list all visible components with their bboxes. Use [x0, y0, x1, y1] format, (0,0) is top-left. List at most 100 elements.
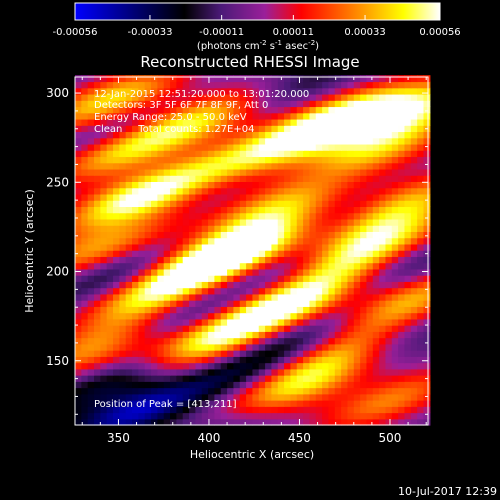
heatmap-cell	[132, 312, 139, 320]
heatmap-cell	[106, 368, 114, 376]
heatmap-cell	[252, 381, 260, 389]
heatmap-cell	[404, 325, 412, 332]
heatmap-cell	[258, 93, 266, 101]
heatmap-cell	[195, 175, 203, 182]
x-tick-label: 500	[379, 431, 402, 445]
heatmap-cell	[138, 368, 146, 376]
heatmap-cell	[258, 81, 266, 89]
heatmap-cell	[290, 225, 298, 232]
heatmap-cell	[246, 106, 254, 114]
heatmap-cell	[163, 156, 171, 164]
heatmap-cell	[328, 175, 336, 182]
heatmap-cell	[290, 262, 298, 270]
heatmap-cell	[347, 262, 355, 270]
heatmap-cell	[303, 156, 311, 164]
heatmap-cell	[347, 106, 355, 114]
heatmap-cell	[284, 325, 292, 332]
heatmap-cell	[182, 75, 190, 83]
heatmap-cell	[201, 81, 209, 89]
heatmap-cell	[246, 250, 254, 257]
heatmap-cell	[239, 187, 247, 195]
heatmap-cell	[233, 312, 241, 320]
heatmap-cell	[106, 281, 114, 289]
heatmap-cell	[252, 325, 260, 332]
heatmap-cell	[157, 262, 165, 270]
heatmap-cell	[106, 250, 114, 257]
heatmap-cell	[119, 243, 127, 251]
heatmap-cell	[423, 143, 431, 151]
heatmap-cell	[81, 318, 89, 326]
heatmap-cell	[284, 312, 292, 320]
heatmap-cell	[334, 137, 342, 145]
heatmap-cell	[138, 293, 146, 301]
heatmap-cell	[163, 256, 171, 264]
heatmap-cell	[81, 268, 89, 276]
heatmap-cell	[157, 337, 165, 345]
heatmap-cell	[208, 256, 215, 264]
heatmap-cell	[258, 212, 266, 220]
heatmap-cell	[195, 162, 203, 170]
heatmap-cell	[360, 368, 368, 376]
heatmap-cell	[271, 168, 279, 176]
heatmap-cell	[246, 243, 254, 251]
heatmap-cell	[144, 100, 152, 108]
heatmap-cell	[328, 87, 336, 95]
heatmap-cell	[271, 206, 279, 214]
heatmap-cell	[252, 343, 260, 351]
heatmap-cell	[75, 381, 82, 389]
heatmap-cell	[182, 212, 190, 220]
heatmap-cell	[157, 300, 165, 307]
heatmap-cell	[151, 187, 158, 195]
heatmap-cell	[296, 343, 304, 351]
heatmap-cell	[366, 343, 374, 351]
heatmap-cell	[113, 343, 120, 351]
heatmap-cell	[404, 312, 412, 320]
heatmap-cell	[182, 418, 190, 426]
heatmap-cell	[214, 312, 222, 320]
heatmap-cell	[372, 250, 380, 257]
heatmap-cell	[151, 343, 158, 351]
heatmap-cell	[271, 87, 279, 95]
heatmap-cell	[233, 243, 241, 251]
heatmap-cell	[75, 387, 82, 395]
heatmap-cell	[208, 400, 215, 407]
heatmap-cell	[315, 181, 323, 189]
heatmap-cell	[138, 250, 146, 257]
heatmap-cell	[119, 75, 127, 83]
heatmap-cell	[189, 125, 196, 133]
heatmap-cell	[227, 393, 234, 401]
heatmap-cell	[87, 318, 95, 326]
heatmap-cell	[201, 300, 209, 307]
heatmap-cell	[398, 275, 406, 282]
heatmap-cell	[132, 225, 139, 232]
heatmap-cell	[303, 400, 311, 407]
heatmap-cell	[227, 337, 234, 345]
heatmap-cell	[227, 137, 234, 145]
heatmap-cell	[271, 75, 279, 83]
heatmap-cell	[125, 293, 133, 301]
heatmap-cell	[322, 231, 330, 239]
heatmap-cell	[138, 150, 146, 158]
heatmap-cell	[106, 218, 114, 226]
heatmap-cell	[106, 231, 114, 239]
heatmap-cell	[87, 331, 95, 339]
heatmap-cell	[227, 350, 234, 357]
heatmap-cell	[132, 243, 139, 251]
heatmap-cell	[423, 137, 431, 145]
heatmap-cell	[87, 225, 95, 232]
colorbar-tick-label: 0.00056	[419, 27, 460, 38]
heatmap-cell	[132, 118, 139, 126]
heatmap-cell	[315, 356, 323, 364]
heatmap-cell	[417, 237, 425, 245]
heatmap-cell	[410, 393, 418, 401]
heatmap-cell	[309, 212, 317, 220]
heatmap-cell	[341, 206, 349, 214]
heatmap-cell	[296, 131, 304, 139]
heatmap-cell	[189, 93, 196, 101]
heatmap-cell	[347, 306, 355, 314]
heatmap-cell	[113, 225, 120, 232]
heatmap-cell	[334, 356, 342, 364]
heatmap-cell	[284, 93, 292, 101]
heatmap-cell	[182, 281, 190, 289]
heatmap-cell	[214, 300, 222, 307]
